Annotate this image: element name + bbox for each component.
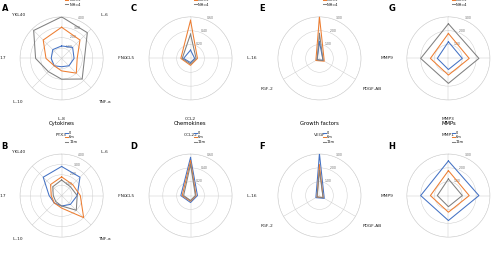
Text: G: G xyxy=(388,4,396,13)
Legend: NIH=2, NIH=3, NIH=4: NIH=2, NIH=3, NIH=4 xyxy=(323,0,338,7)
Text: C: C xyxy=(130,4,137,13)
Text: B: B xyxy=(2,141,8,151)
Text: E: E xyxy=(260,4,265,13)
Text: A: A xyxy=(2,4,8,13)
Legend: NIH=2, NIH=3, NIH=4: NIH=2, NIH=3, NIH=4 xyxy=(65,0,80,7)
Legend: 0, 6m, 12m: 0, 6m, 12m xyxy=(65,131,77,144)
Legend: 0, 6m, 12m: 0, 6m, 12m xyxy=(194,131,206,144)
Legend: 0, 6m, 12m: 0, 6m, 12m xyxy=(452,131,464,144)
Legend: NIH=2, NIH=3, NIH=4: NIH=2, NIH=3, NIH=4 xyxy=(194,0,210,7)
Title: Chemokines: Chemokines xyxy=(174,121,207,126)
Legend: 0, 6m, 12m: 0, 6m, 12m xyxy=(323,131,335,144)
Legend: NIH=2, NIH=3, NIH=4: NIH=2, NIH=3, NIH=4 xyxy=(452,0,468,7)
Text: F: F xyxy=(260,141,265,151)
Text: D: D xyxy=(130,141,138,151)
Title: Growth factors: Growth factors xyxy=(300,121,339,126)
Text: H: H xyxy=(388,141,396,151)
Title: MMPs: MMPs xyxy=(441,121,456,126)
Title: Cytokines: Cytokines xyxy=(48,121,74,126)
